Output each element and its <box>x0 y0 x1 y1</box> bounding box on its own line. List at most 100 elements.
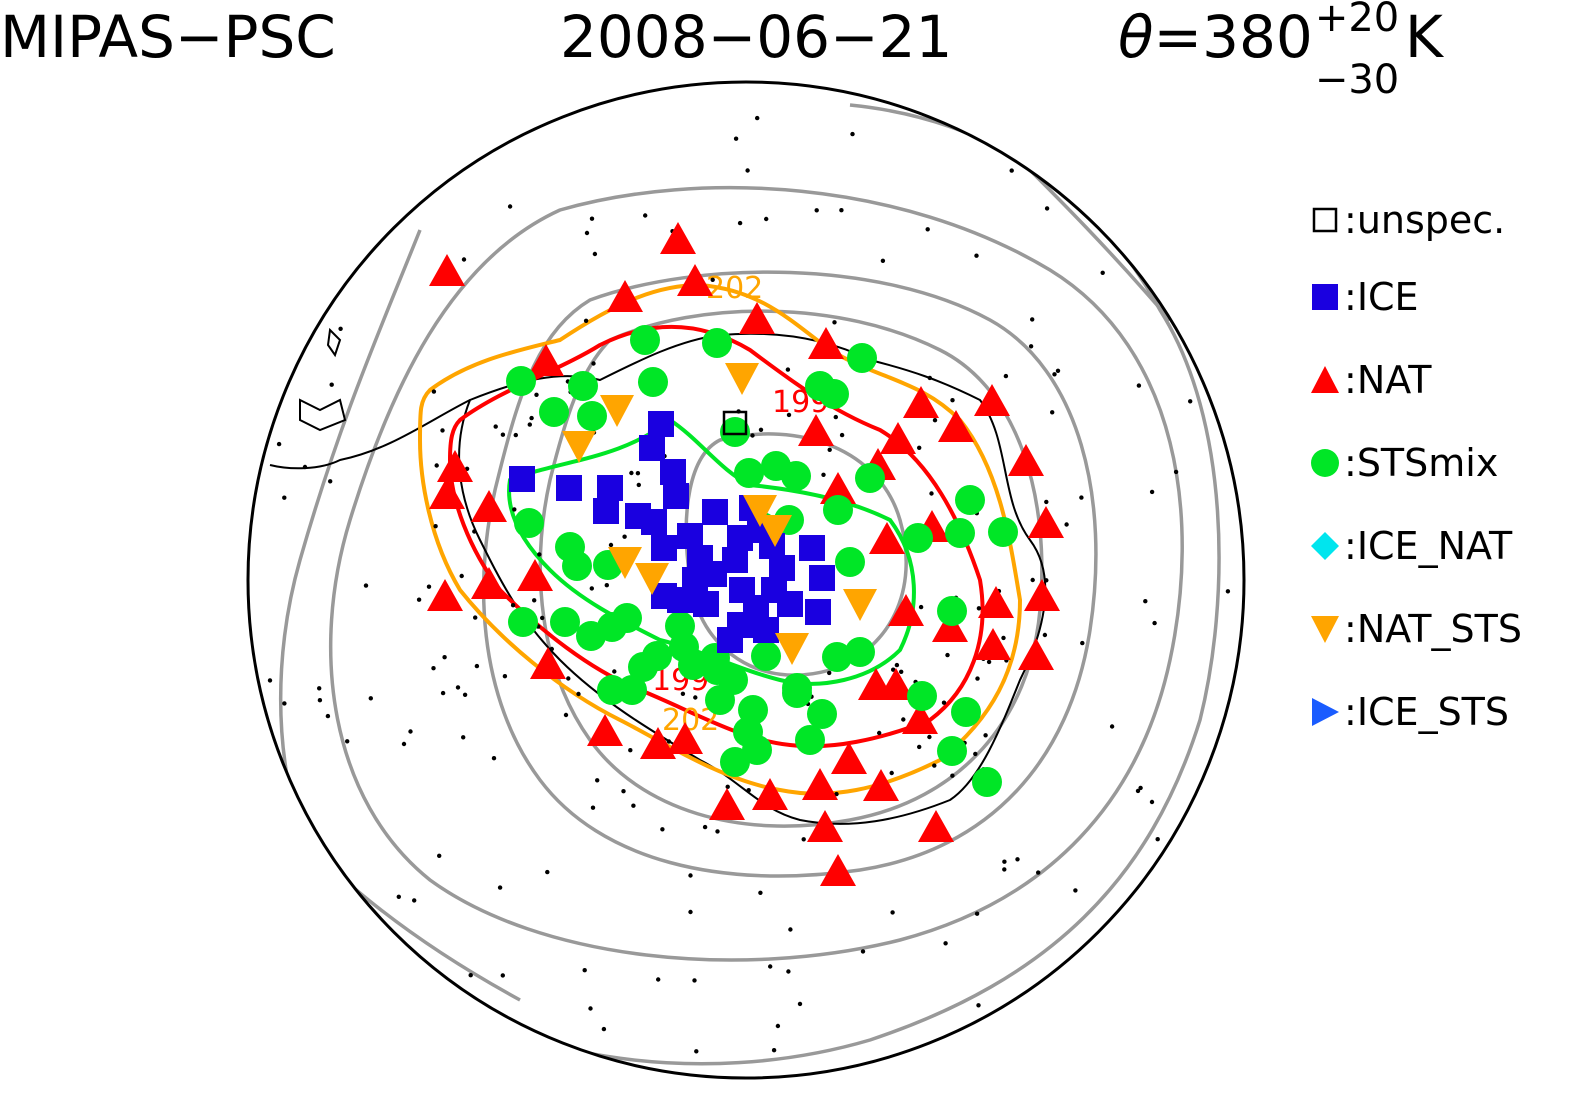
nat-sts-marker <box>743 495 777 527</box>
measurement-dot <box>1001 635 1006 641</box>
measurement-dot <box>401 741 407 747</box>
measurement-dot <box>1030 317 1035 322</box>
measurement-dot <box>576 691 581 697</box>
theta-value: =380 <box>1153 3 1313 71</box>
sts-marker <box>705 685 735 715</box>
measurement-dot <box>764 216 769 222</box>
nat-marker <box>974 384 1010 416</box>
measurement-dot <box>513 432 518 438</box>
measurement-dot <box>317 686 322 691</box>
measurement-dot <box>1002 867 1007 872</box>
measurement-dot <box>461 735 466 740</box>
sts-marker <box>638 367 668 397</box>
measurement-dot <box>925 227 930 232</box>
gray-contour-2 <box>328 185 1184 962</box>
measurement-dot <box>688 873 693 878</box>
nat-marker <box>429 477 465 509</box>
measurement-dot <box>680 691 686 696</box>
measurement-dot <box>860 949 866 954</box>
ice-marker <box>799 535 825 561</box>
measurement-dot <box>737 220 743 226</box>
nat-marker <box>1024 579 1060 611</box>
psc-markers <box>427 222 1064 886</box>
measurement-dot <box>1173 469 1179 475</box>
measurement-dot <box>973 751 978 757</box>
measurement-dot <box>797 1001 803 1007</box>
measurement-dot <box>282 701 287 706</box>
measurement-dot <box>589 586 594 591</box>
nat-marker <box>677 264 713 296</box>
sts-marker <box>506 366 536 396</box>
island-2 <box>299 398 347 432</box>
measurement-dot <box>540 615 545 621</box>
sts-marker <box>823 495 853 525</box>
measurement-dot <box>785 367 791 372</box>
measurement-dot <box>595 778 600 783</box>
ice-marker <box>809 565 835 591</box>
legend-label: : <box>1344 524 1357 568</box>
nat-marker <box>1018 638 1054 670</box>
ice-marker <box>597 475 623 501</box>
measurement-dot <box>510 603 516 608</box>
sts-marker <box>937 596 967 626</box>
measurement-dot <box>345 739 350 744</box>
nat-marker <box>667 722 703 754</box>
measurement-dot <box>591 361 596 366</box>
diamond-icon <box>1311 532 1339 560</box>
measurement-dot <box>1225 589 1231 594</box>
contour-label-orange-top: 202 <box>706 271 763 306</box>
measurement-dot <box>877 730 882 736</box>
legend-label-ice-sts: ICE_STS <box>1356 690 1510 734</box>
sts-marker <box>855 463 885 493</box>
sts-marker <box>951 697 981 727</box>
measurement-dot <box>1188 399 1193 404</box>
nat-sts-marker <box>843 589 877 621</box>
measurement-dot <box>1044 578 1049 583</box>
measurement-dot <box>660 827 665 832</box>
date-title: 2008−06−21 <box>560 3 953 71</box>
measurement-dot <box>839 432 845 438</box>
measurement-dot <box>1079 495 1084 500</box>
measurement-dot <box>917 744 922 750</box>
nat-marker <box>429 254 465 286</box>
measurement-dot <box>929 491 934 496</box>
measurement-dot <box>461 257 467 262</box>
measurement-dot <box>604 583 609 588</box>
sts-marker <box>734 458 764 488</box>
measurement-dot <box>455 685 461 690</box>
theta-upper: +20 <box>1314 0 1400 41</box>
circle-icon <box>1311 449 1339 477</box>
measurement-dot <box>786 412 792 418</box>
measurement-dot <box>692 978 697 983</box>
measurement-dot <box>512 507 517 512</box>
legend-stsmix: : STSmix <box>1310 438 1498 488</box>
sts-marker <box>742 735 772 765</box>
measurement-dot <box>918 604 924 610</box>
measurement-dot <box>666 739 672 744</box>
ice-marker <box>593 498 619 524</box>
nat-marker <box>878 668 914 700</box>
measurement-dot <box>775 1023 781 1029</box>
measurement-dot <box>1149 799 1155 805</box>
sts-marker <box>562 551 592 581</box>
sts-marker <box>617 675 647 705</box>
nat-sts-marker <box>562 431 596 463</box>
measurement-dot <box>821 472 826 477</box>
measurement-dot <box>917 445 922 450</box>
nat-marker <box>1028 506 1064 538</box>
measurement-dot <box>368 696 373 701</box>
measurement-dot <box>827 670 832 676</box>
ice-marker <box>722 547 748 573</box>
triangle-right-icon <box>1312 698 1339 726</box>
sts-marker <box>751 641 781 671</box>
measurement-dot <box>827 447 832 452</box>
measurement-dot <box>527 422 532 427</box>
measurement-dot <box>534 392 539 397</box>
measurement-dot <box>890 910 895 915</box>
measurement-dot <box>282 495 287 500</box>
sts-marker <box>835 547 865 577</box>
nat-marker <box>752 778 788 810</box>
measurement-dot <box>1064 522 1069 527</box>
measurement-dot <box>710 277 715 282</box>
